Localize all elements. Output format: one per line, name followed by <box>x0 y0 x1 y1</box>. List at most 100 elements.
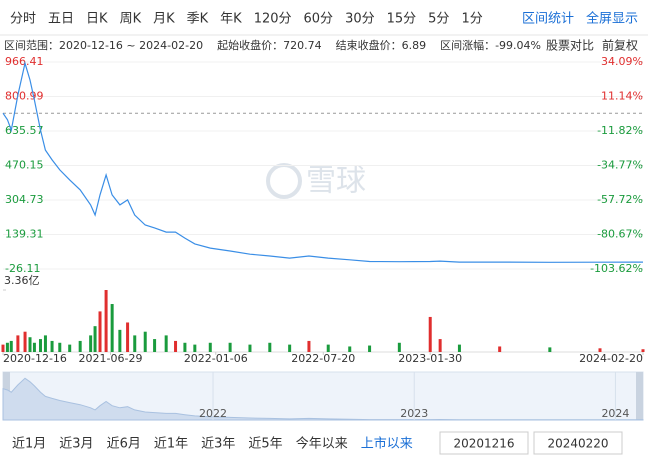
x-tick-label: 2022-01-06 <box>184 352 248 365</box>
x-tick-label: 2023-01-30 <box>398 352 462 365</box>
y-tick-label: 966.41 <box>5 55 44 68</box>
x-tick-label: 2022-07-20 <box>291 352 355 365</box>
watermark-text: 雪球 <box>306 164 366 199</box>
volume-bar <box>193 344 197 352</box>
period-tab[interactable]: 30分 <box>345 12 375 27</box>
volume-bar <box>78 340 82 352</box>
summary-value: 2020-12-16 ~ 2024-02-20 <box>59 39 203 52</box>
range-button[interactable]: 近1年 <box>154 437 188 452</box>
volume-bar <box>38 339 42 352</box>
navigator-year: 2022 <box>199 407 227 420</box>
volume-bar <box>118 329 122 352</box>
range-button[interactable]: 近3年 <box>201 437 235 452</box>
y2-tick-label: -103.62% <box>590 262 643 275</box>
compare-button[interactable]: 股票对比 <box>546 39 594 53</box>
volume-bar <box>110 304 114 352</box>
date-input-text: 20240220 <box>547 437 608 451</box>
volume-bar <box>58 342 62 352</box>
period-tab[interactable]: 1分 <box>461 12 482 27</box>
volume-bar <box>50 340 54 352</box>
volume-bar <box>1 344 5 352</box>
summary-label: 区间涨幅： <box>440 39 495 52</box>
toolbar-action[interactable]: 全屏显示 <box>586 11 638 27</box>
period-tab[interactable]: 五日 <box>48 12 74 27</box>
volume-bar <box>174 340 178 352</box>
y-tick-label: 635.57 <box>5 124 44 137</box>
period-tab[interactable]: 60分 <box>304 12 334 27</box>
period-tab[interactable]: 月K <box>153 12 175 27</box>
volume-bar <box>183 342 187 352</box>
volume-bar <box>16 335 20 352</box>
y-tick-label: -26.11 <box>5 262 40 275</box>
range-button[interactable]: 近6月 <box>107 437 141 452</box>
period-tab[interactable]: 年K <box>220 12 242 27</box>
summary-label: 区间范围： <box>4 38 59 52</box>
y2-tick-label: 11.14% <box>601 89 643 102</box>
summary-value: -99.04% <box>495 39 541 52</box>
navigator-area <box>2 377 644 421</box>
volume-bar <box>164 335 168 352</box>
date-input[interactable] <box>439 431 529 455</box>
period-tab[interactable]: 5分 <box>428 12 449 27</box>
range-button[interactable]: 今年以来 <box>296 436 348 452</box>
volume-bar <box>428 316 432 352</box>
range-button[interactable]: 近1月 <box>12 437 46 452</box>
summary-value: 6.89 <box>402 39 427 52</box>
volume-bar <box>326 344 330 352</box>
date-input-text: 20201216 <box>453 437 514 451</box>
x-tick-label: 2021-06-29 <box>79 352 143 365</box>
volume-bar <box>368 345 372 352</box>
volume-bar <box>32 342 36 352</box>
period-tab[interactable]: 分时 <box>10 12 36 27</box>
volume-bar <box>126 322 130 352</box>
volume-bar <box>89 335 93 352</box>
navigator-year: 2024 <box>601 407 629 420</box>
volume-bar <box>457 344 461 352</box>
period-tab[interactable]: 15分 <box>387 12 417 27</box>
range-button[interactable]: 近5年 <box>248 437 282 452</box>
volume-bar <box>228 342 232 352</box>
volume-bar <box>307 340 311 352</box>
range-button[interactable]: 近3月 <box>59 437 93 452</box>
period-tab[interactable]: 季K <box>187 12 209 27</box>
volume-bar <box>23 331 27 352</box>
x-tick-label: 2020-12-16 <box>3 352 67 365</box>
volume-bar <box>104 290 108 352</box>
toolbar-action[interactable]: 区间统计 <box>522 12 574 27</box>
y2-tick-label: -11.82% <box>597 124 643 137</box>
volume-bar <box>438 339 442 352</box>
volume-bar <box>248 344 252 352</box>
volume-bar <box>641 349 645 352</box>
volume-bar <box>288 344 292 352</box>
period-tab[interactable]: 120分 <box>254 12 292 27</box>
period-tab[interactable]: 日K <box>86 12 108 27</box>
y-tick-label: 470.15 <box>5 159 44 172</box>
y2-tick-label: -34.77% <box>597 159 643 172</box>
volume-bar <box>133 335 137 352</box>
navigator-handle[interactable] <box>636 372 643 420</box>
volume-bar <box>28 337 32 352</box>
x-tick-label: 2024-02-20 <box>579 352 643 365</box>
navigator-year: 2023 <box>400 407 428 420</box>
y2-tick-label: -57.72% <box>597 193 643 206</box>
range-button[interactable]: 上市以来 <box>361 436 413 452</box>
adjust-toggle[interactable]: 前复权 <box>602 38 638 53</box>
volume-bar <box>68 344 72 352</box>
y-tick-label: 304.73 <box>5 193 44 206</box>
volume-bar <box>598 348 602 352</box>
y-tick-label: 800.99 <box>5 90 44 103</box>
volume-bar <box>143 331 147 352</box>
volume-bar <box>397 342 401 352</box>
volume-bar <box>498 346 502 352</box>
volume-bar <box>208 342 212 352</box>
volume-bar <box>5 342 9 352</box>
volume-bar <box>268 342 272 352</box>
date-input[interactable] <box>533 431 623 455</box>
summary-label: 起始收盘价： <box>217 38 283 52</box>
period-tab[interactable]: 周K <box>120 12 142 27</box>
volume-bar <box>9 340 13 352</box>
watermark: 雪球 <box>266 163 366 199</box>
summary-value: 720.74 <box>283 39 322 52</box>
